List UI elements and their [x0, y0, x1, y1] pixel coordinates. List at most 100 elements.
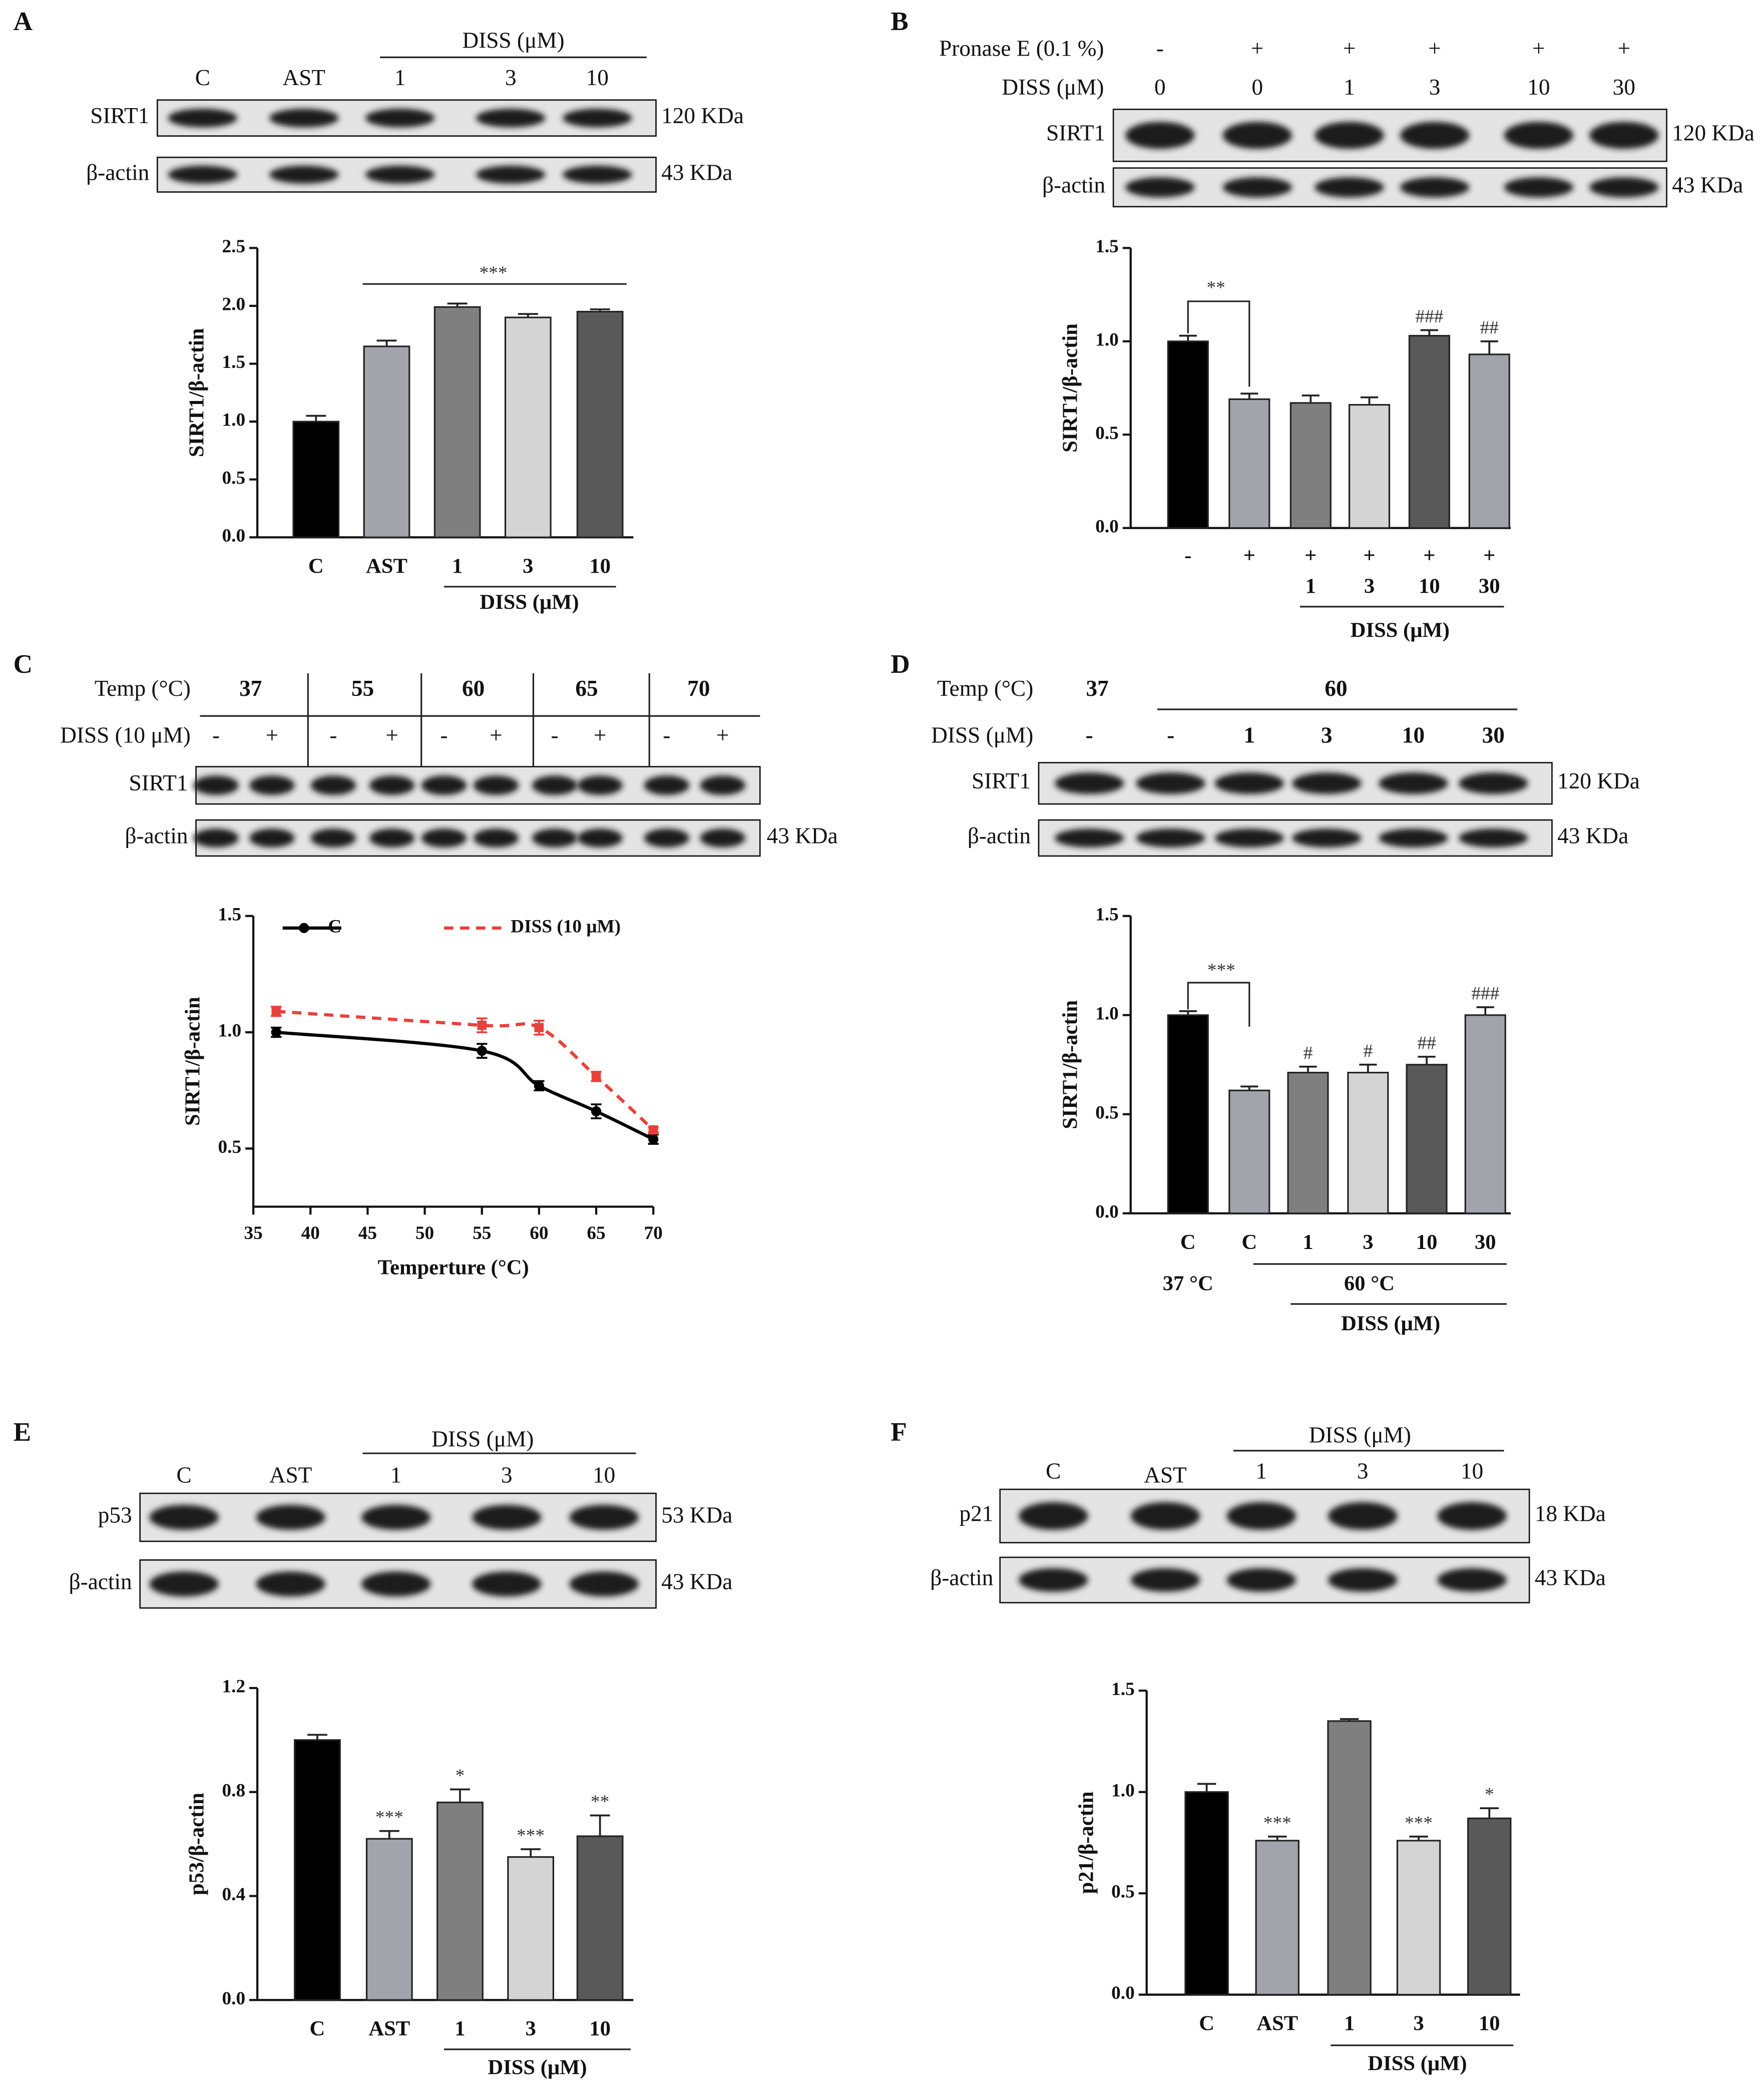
condition-label: Temp (°C): [937, 676, 1033, 701]
blot-row-label: SIRT1: [1046, 121, 1105, 146]
lane-label: 30: [1613, 75, 1635, 100]
bar: [507, 1856, 555, 2001]
lane-label: 3: [1429, 75, 1441, 100]
significance-label: #: [1303, 1043, 1313, 1063]
condition-label: DISS (10 μM): [60, 722, 191, 747]
blot-row-label: β-actin: [930, 1565, 993, 1590]
y-tick-label: 1.5: [1111, 1679, 1135, 1700]
blot-band: [1214, 772, 1284, 794]
bar: [433, 306, 481, 538]
blot-band: [476, 109, 546, 128]
blot-band: [1589, 122, 1659, 149]
blot-band: [1437, 1502, 1507, 1530]
blot-band: [193, 775, 239, 795]
blot-band: [1136, 772, 1205, 794]
lane-label: 37: [239, 676, 262, 701]
significance-label: ***: [1263, 1813, 1291, 1833]
bar: [436, 1801, 484, 2001]
x-tick-label: 1: [1302, 1230, 1313, 1254]
x-tick-label: +: [1304, 544, 1316, 567]
y-tick-label: 0.5: [218, 1137, 242, 1157]
significance-label: ***: [375, 1807, 403, 1828]
point: [648, 1134, 659, 1144]
blot-size-label: 120 KDa: [661, 103, 744, 128]
y-tick-label: 0.5: [1095, 1102, 1119, 1123]
significance-label: ***: [480, 263, 508, 283]
lane-label: 60: [1325, 676, 1347, 701]
lane-label: 30: [1482, 722, 1505, 747]
lane-label: 70: [687, 676, 710, 701]
lane-label: 55: [351, 676, 374, 701]
blot-band: [532, 828, 578, 848]
x-tick-label: 3: [1363, 1230, 1373, 1254]
panel-letter: D: [891, 649, 910, 679]
lane-label: 1: [1344, 75, 1355, 100]
lane-label: 1: [394, 65, 406, 90]
y-axis-label: p21/β-actin: [1074, 1791, 1098, 1894]
significance-label: **: [591, 1792, 609, 1812]
lane-label: -: [1167, 722, 1174, 747]
bar: [1327, 1720, 1372, 1996]
x-tick-label: 1: [1344, 2012, 1355, 2035]
bar: [1289, 402, 1332, 529]
y-tick-label: 1.5: [1095, 236, 1119, 257]
blot-band: [361, 1505, 431, 1530]
significance-label: ***: [1207, 960, 1235, 981]
lane-label: -: [663, 722, 670, 747]
blot-band: [563, 109, 632, 128]
bar: [1255, 1840, 1299, 1996]
blot-band: [532, 775, 578, 795]
blot-band: [472, 1571, 542, 1597]
blot-band: [149, 1571, 219, 1597]
x-tick-label: 10: [589, 2017, 611, 2040]
bar: [365, 1838, 413, 2001]
lane-label: +: [385, 722, 398, 747]
significance-label: *: [456, 1766, 465, 1786]
blot-band: [1136, 828, 1205, 848]
blot-band: [1379, 828, 1448, 848]
blot-band: [1292, 828, 1362, 848]
blot-band: [700, 775, 745, 795]
condition-label: Temp (°C): [95, 676, 191, 701]
blot-row-label: β-actin: [86, 160, 149, 185]
significance-label: ###: [1415, 306, 1443, 327]
significance-label: #: [1364, 1041, 1373, 1061]
panel-letter: B: [891, 7, 909, 36]
blot-band: [1400, 122, 1470, 149]
blot-band: [1328, 1502, 1398, 1530]
y-tick-label: 0.0: [1095, 516, 1119, 537]
panel-letter: C: [14, 649, 33, 679]
blot-band: [369, 828, 415, 848]
blot-band: [365, 109, 435, 128]
y-tick-label: 1.5: [1095, 904, 1119, 925]
group-label: DISS (μM): [1351, 618, 1450, 642]
lane-label: 1: [1244, 722, 1255, 747]
significance-label: **: [1207, 278, 1225, 298]
blot-band: [193, 828, 239, 848]
bar: [1396, 1840, 1441, 1996]
blot-band: [1130, 1568, 1200, 1592]
bar: [1408, 335, 1450, 529]
blot-header: DISS (μM): [1309, 1423, 1411, 1448]
point: [271, 1027, 281, 1038]
dose-label: 30: [1479, 574, 1500, 598]
blot-band: [476, 165, 546, 184]
lane-label: 37: [1086, 676, 1109, 701]
blot-size-label: 43 KDa: [1672, 173, 1743, 198]
lane-label: 10: [1461, 1459, 1483, 1484]
blot-header: DISS (μM): [431, 1427, 534, 1452]
blot-band: [256, 1505, 325, 1530]
bar: [363, 345, 410, 538]
blot-band: [1504, 122, 1574, 149]
significance-bracket: [1187, 982, 1250, 1027]
blot-band: [644, 775, 690, 795]
blot-band: [365, 165, 435, 184]
y-axis-label: SIRT1/β-actin: [1058, 323, 1082, 453]
x-tick-label: 30: [1475, 1230, 1496, 1254]
bar: [1464, 1014, 1506, 1214]
significance-label: ##: [1417, 1033, 1436, 1054]
x-tick-label: 10: [589, 554, 611, 578]
lane-label: 3: [505, 65, 517, 90]
significance-label: ***: [517, 1826, 545, 1846]
blot-row-label: SIRT1: [129, 770, 188, 795]
